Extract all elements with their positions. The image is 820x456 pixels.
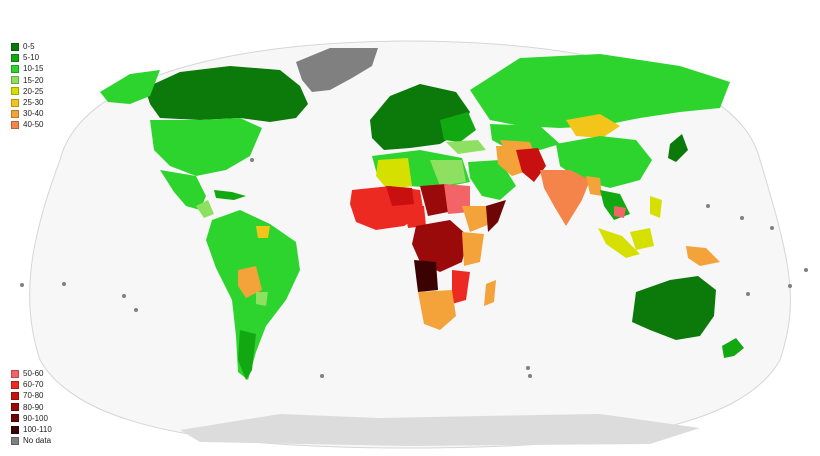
region-mali-niger xyxy=(386,186,414,206)
region-bolivia xyxy=(238,266,262,298)
legend-label: 15-20 xyxy=(23,75,44,85)
region-madagascar xyxy=(484,280,496,306)
legend-label: 90-100 xyxy=(23,413,48,423)
legend-label: 10-15 xyxy=(23,64,44,74)
legend-item: 80-90 xyxy=(11,402,52,413)
legend-item: 50-60 xyxy=(11,368,52,379)
legend-label: 20-25 xyxy=(23,86,44,96)
legend-label: 40-50 xyxy=(23,120,44,130)
region-central-africa xyxy=(412,220,468,272)
region-south-america xyxy=(206,210,300,380)
region-central-america xyxy=(160,170,206,210)
region-angola xyxy=(414,260,438,292)
legend-swatch xyxy=(11,380,19,389)
region-east-africa xyxy=(462,232,484,266)
legend-item: 70-80 xyxy=(11,390,52,401)
legend-item: 5-10 xyxy=(11,52,43,63)
region-antarctica xyxy=(180,414,700,446)
legend-upper: 0-5 5-10 10-15 15-20 20-25 25-30 30-40 4… xyxy=(11,41,43,131)
legend-lower: 50-60 60-70 70-80 80-90 90-100 100-110 N… xyxy=(11,368,52,446)
region-ethiopia xyxy=(462,206,490,232)
legend-label: 100-110 xyxy=(23,425,52,435)
region-india xyxy=(540,170,590,226)
legend-item: 40-50 xyxy=(11,119,43,130)
region-paraguay xyxy=(256,292,268,306)
legend-item: 20-25 xyxy=(11,86,43,97)
legend-swatch xyxy=(11,369,19,378)
legend-swatch xyxy=(11,76,19,85)
region-indonesia-west xyxy=(598,228,640,258)
legend-item: 10-15 xyxy=(11,63,43,74)
region-afghanistan-pakistan xyxy=(516,148,546,182)
legend-item: No data xyxy=(11,435,52,446)
legend-swatch xyxy=(11,403,19,412)
legend-label: 30-40 xyxy=(23,109,44,119)
region-eastern-europe xyxy=(440,112,476,142)
region-chad xyxy=(420,184,448,216)
legend-label: 5-10 xyxy=(23,53,40,63)
region-turkey xyxy=(446,140,486,154)
region-libya-egypt xyxy=(430,160,466,186)
legend-swatch xyxy=(11,436,19,445)
region-southern-africa xyxy=(418,290,456,330)
legend-swatch xyxy=(11,53,19,62)
region-canada xyxy=(145,66,308,122)
region-japan xyxy=(668,134,688,162)
region-algeria xyxy=(376,158,412,190)
legend-label: 25-30 xyxy=(23,98,44,108)
region-russia xyxy=(470,54,730,128)
region-borneo xyxy=(630,228,654,250)
region-philippines xyxy=(650,196,662,218)
region-cambodia xyxy=(614,206,626,218)
legend-item: 25-30 xyxy=(11,97,43,108)
legend-swatch xyxy=(11,425,19,434)
region-new-zealand xyxy=(722,338,744,358)
region-arabia xyxy=(468,160,516,200)
legend-swatch xyxy=(11,87,19,96)
legend-label: No data xyxy=(23,436,52,446)
region-guyana xyxy=(256,226,270,238)
region-nigeria xyxy=(404,206,426,228)
legend-swatch xyxy=(11,98,19,107)
legend-swatch xyxy=(11,120,19,129)
legend-label: 50-60 xyxy=(23,369,44,379)
region-greenland xyxy=(296,48,378,92)
legend-label: 70-80 xyxy=(23,391,44,401)
region-australia xyxy=(632,276,716,340)
region-mozambique xyxy=(452,270,470,304)
legend-label: 60-70 xyxy=(23,380,44,390)
region-usa xyxy=(150,118,262,176)
legend-label: 80-90 xyxy=(23,402,44,412)
legend-label: 0-5 xyxy=(23,42,35,52)
region-central-america-south xyxy=(196,200,214,218)
legend-swatch xyxy=(11,42,19,51)
legend-item: 30-40 xyxy=(11,108,43,119)
legend-item: 90-100 xyxy=(11,413,52,424)
region-myanmar xyxy=(586,176,602,196)
region-caribbean xyxy=(214,190,246,200)
legend-item: 100-110 xyxy=(11,424,52,435)
no-data-islands xyxy=(20,158,808,378)
region-alaska xyxy=(100,70,160,104)
region-somalia xyxy=(486,200,506,232)
legend-swatch xyxy=(11,109,19,118)
region-mongolia xyxy=(566,114,620,138)
legend-swatch xyxy=(11,64,19,73)
legend-item: 60-70 xyxy=(11,379,52,390)
legend-swatch xyxy=(11,414,19,423)
legend-swatch xyxy=(11,391,19,400)
region-patagonia xyxy=(238,330,256,380)
legend-item: 0-5 xyxy=(11,41,43,52)
region-new-guinea xyxy=(686,246,720,266)
legend-item: 15-20 xyxy=(11,75,43,86)
